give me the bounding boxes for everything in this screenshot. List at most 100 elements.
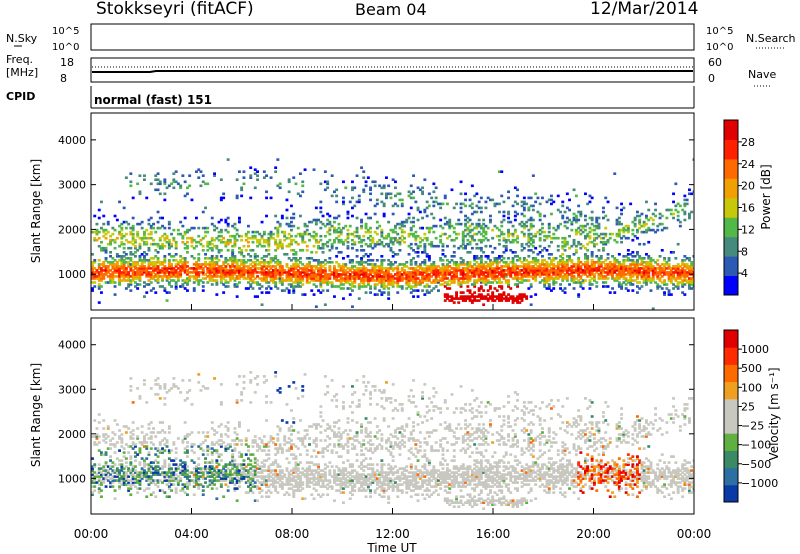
velocity-cell [129, 435, 133, 438]
velocity-cell [143, 437, 146, 440]
power-cell [138, 246, 142, 250]
power-cell [556, 265, 560, 268]
power-cell [201, 277, 205, 280]
velocity-cell [149, 431, 153, 434]
power-cell [636, 210, 639, 214]
power-cell [249, 196, 253, 200]
power-cell [228, 267, 232, 270]
power-cell [626, 265, 630, 268]
power-cell [500, 220, 504, 224]
power-cell [124, 275, 128, 278]
power-cell [321, 244, 325, 248]
power-cell [181, 174, 185, 177]
power-cell [446, 269, 449, 272]
power-cell [285, 277, 289, 280]
power-cell [167, 226, 171, 230]
power-cell [590, 228, 594, 232]
power-cell [522, 226, 526, 230]
power-cell [251, 265, 255, 268]
power-cell [299, 273, 302, 276]
power-cell [403, 240, 406, 244]
power-cell [688, 188, 691, 192]
power-cell [531, 238, 535, 242]
power-cell [470, 202, 474, 206]
power-cell [387, 259, 391, 262]
velocity-cell [138, 475, 142, 478]
power-cell [333, 265, 336, 268]
power-cell [305, 269, 309, 272]
power-cell [274, 257, 278, 260]
velocity-cell [104, 485, 108, 488]
power-cell [120, 234, 124, 238]
power-cell [283, 279, 287, 282]
power-cell [190, 198, 194, 202]
power-cell [663, 293, 666, 296]
power-cell [414, 261, 418, 264]
power-cell [500, 293, 504, 296]
power-cell [615, 240, 619, 244]
power-cell [561, 216, 565, 220]
power-cell [489, 214, 492, 218]
power-cell [622, 228, 626, 232]
power-cell [303, 222, 307, 226]
power-cell [287, 257, 291, 260]
power-cell [231, 244, 235, 248]
power-cell [672, 200, 675, 204]
power-cell [208, 275, 212, 278]
power-cell [256, 271, 259, 274]
power-cell [522, 273, 526, 276]
power-cell [500, 224, 504, 228]
power-cell [238, 281, 241, 284]
power-cell [124, 176, 128, 179]
power-cell [683, 202, 687, 206]
power-cell [143, 234, 146, 238]
power-cell [213, 269, 216, 272]
power-cell [351, 261, 354, 264]
power-cell [328, 238, 332, 242]
velocity-cell [136, 453, 140, 456]
power-cell [432, 224, 436, 228]
power-cell [380, 192, 384, 196]
power-cell [104, 259, 108, 262]
power-cell [206, 281, 210, 284]
velocity-cell [131, 447, 135, 450]
power-cell [333, 267, 336, 270]
power-cell [156, 182, 160, 186]
power-cell [167, 265, 171, 268]
power-cell [479, 287, 483, 290]
power-cell [299, 267, 302, 270]
power-cell [104, 236, 108, 240]
power-cell [106, 261, 110, 264]
power-cell [314, 220, 318, 224]
power-cell [640, 273, 644, 276]
power-cell [425, 273, 429, 276]
power-cell [206, 226, 210, 230]
power-cell [633, 218, 637, 222]
power-cell [484, 267, 488, 270]
velocity-cell [131, 475, 135, 478]
power-cell [645, 283, 648, 286]
power-cell [373, 287, 377, 290]
power-cell [622, 255, 626, 258]
power-cell [509, 261, 513, 264]
power-cell [91, 265, 94, 268]
velocity-cell [147, 465, 151, 468]
power-cell [649, 261, 653, 264]
power-cell [400, 279, 404, 282]
power-cell [238, 269, 241, 272]
power-cell [459, 263, 463, 266]
velocity-cell [134, 479, 137, 482]
power-cell [238, 234, 241, 238]
power-cell [197, 168, 201, 171]
power-cell [640, 259, 644, 262]
power-cell [599, 277, 603, 280]
power-cell [102, 228, 106, 232]
velocity-cell [138, 451, 142, 454]
power-cell [617, 253, 621, 256]
power-cell [167, 281, 171, 284]
power-cell [577, 261, 581, 264]
power-cell [651, 269, 655, 272]
power-cell [380, 234, 384, 238]
power-cell [518, 277, 522, 280]
power-cell [468, 261, 472, 264]
